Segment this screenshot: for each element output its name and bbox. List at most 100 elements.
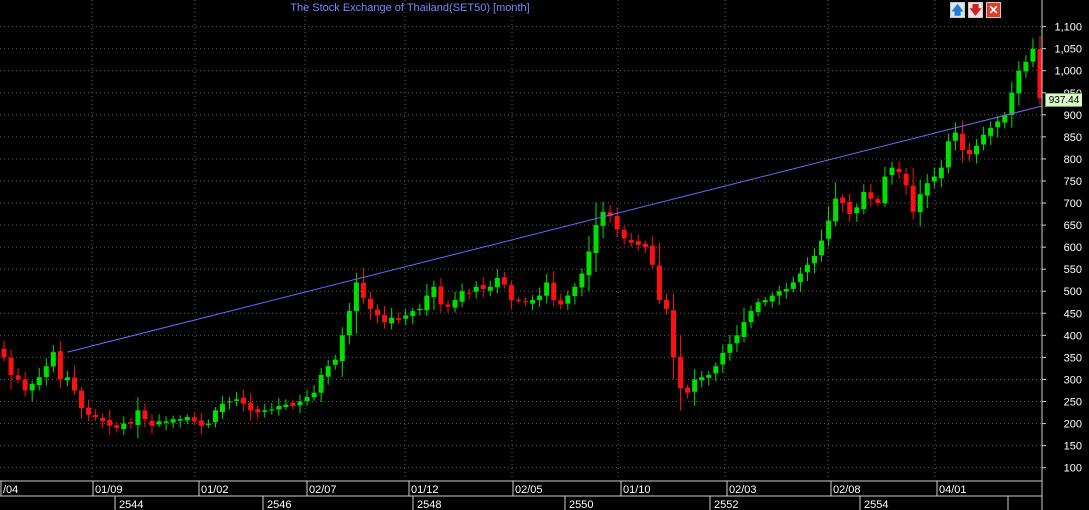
candle-body: [424, 295, 430, 311]
candle-body: [988, 128, 994, 136]
candle-body: [896, 168, 902, 173]
x-year-label: 2552: [714, 499, 738, 510]
x-month-label: 01/09: [95, 484, 123, 496]
y-tick-label: 100: [1064, 463, 1082, 475]
x-month-label: 02/07: [309, 484, 337, 496]
candle-body: [1037, 49, 1043, 99]
candle-body: [121, 423, 127, 429]
candle-body: [318, 375, 324, 393]
candle-body: [205, 423, 211, 425]
candle-body: [332, 359, 338, 365]
candle-body: [889, 167, 895, 175]
candle-body: [875, 199, 881, 204]
x-year-label: 2546: [267, 499, 291, 510]
candle-body: [219, 403, 225, 412]
candle-body: [621, 229, 627, 239]
x-year-label: 2554: [864, 499, 888, 510]
candle-body: [523, 301, 529, 303]
candle-body: [64, 377, 70, 381]
candle-body: [487, 286, 493, 291]
candle-body: [1, 348, 7, 358]
x-month-label: 02/03: [729, 484, 757, 496]
y-tick-label: 500: [1064, 286, 1082, 298]
candle-body: [36, 377, 42, 386]
candle-body: [811, 255, 817, 264]
candle-body: [945, 141, 951, 168]
candle-body: [530, 300, 536, 304]
y-tick-label: 1,050: [1054, 44, 1082, 56]
candle-body: [678, 356, 684, 389]
y-tick-label: 250: [1064, 396, 1082, 408]
candle-body: [649, 245, 655, 265]
candle-body: [128, 421, 134, 424]
candle-body: [15, 375, 21, 380]
candle-body: [938, 167, 944, 179]
candle-body: [417, 308, 423, 311]
last-price-label: 937.44: [1045, 93, 1083, 107]
candle-body: [699, 377, 705, 381]
candle-body: [177, 419, 183, 421]
candle-body: [826, 220, 832, 239]
trendline: [67, 105, 1043, 353]
candle-body: [558, 300, 564, 305]
move-down-button[interactable]: 🡇: [968, 2, 983, 18]
candle-body: [579, 273, 585, 288]
candle-body: [93, 414, 99, 417]
y-tick-label: 900: [1064, 110, 1082, 122]
y-tick-label: 200: [1064, 419, 1082, 431]
candle-body: [882, 176, 888, 204]
candle-body: [741, 322, 747, 337]
candle-body: [114, 425, 120, 428]
candle-body: [600, 211, 606, 226]
candle-body: [515, 299, 521, 301]
candle-body: [917, 194, 923, 213]
candle-body: [375, 309, 381, 316]
candle-body: [396, 318, 402, 320]
candle-body: [135, 410, 141, 425]
y-axis: 100 150 200 250 300 350 400 450 500 550 600 650 700 7…: [1041, 0, 1082, 510]
candle-body: [156, 421, 162, 425]
candle-body: [713, 366, 719, 374]
candle-body: [227, 401, 233, 403]
candle-body: [8, 357, 14, 376]
candle-body: [501, 277, 507, 285]
candle-body: [71, 377, 77, 391]
candle-body: [797, 273, 803, 282]
candle-body: [410, 311, 416, 316]
candle-body: [86, 407, 92, 415]
candle-body: [494, 278, 500, 288]
y-tick-label: 1,000: [1054, 66, 1082, 78]
candles: [1, 36, 1043, 438]
candle-body: [840, 197, 846, 204]
candle-body: [22, 379, 28, 391]
candle-body: [614, 216, 620, 230]
candle-body: [819, 240, 825, 256]
trendline-segment: [67, 105, 1043, 353]
candle-body: [720, 352, 726, 365]
candle-body: [403, 315, 409, 319]
candle-body: [847, 201, 853, 215]
candle-body: [276, 405, 282, 410]
candle-body: [671, 310, 677, 358]
x-year-label: 2550: [569, 499, 593, 510]
candle-body: [184, 416, 190, 421]
candle-body: [692, 379, 698, 392]
candle-body: [339, 335, 345, 362]
candle-body: [706, 375, 712, 378]
y-tick-label: 300: [1064, 374, 1082, 386]
candle-body: [234, 399, 240, 401]
candle-body: [952, 132, 958, 141]
candle-body: [727, 344, 733, 353]
candle-body: [431, 286, 437, 298]
candle-body: [628, 240, 634, 243]
move-up-button[interactable]: 🡅: [950, 2, 965, 18]
candle-body: [974, 145, 980, 155]
close-button[interactable]: ✕: [986, 2, 1001, 18]
candle-body: [304, 397, 310, 402]
candle-body: [107, 420, 113, 426]
x-year-label: 2548: [417, 499, 441, 510]
candle-body: [43, 366, 49, 378]
grid-lines: [0, 0, 1042, 480]
candle-body: [572, 286, 578, 297]
candle-body: [748, 311, 754, 323]
